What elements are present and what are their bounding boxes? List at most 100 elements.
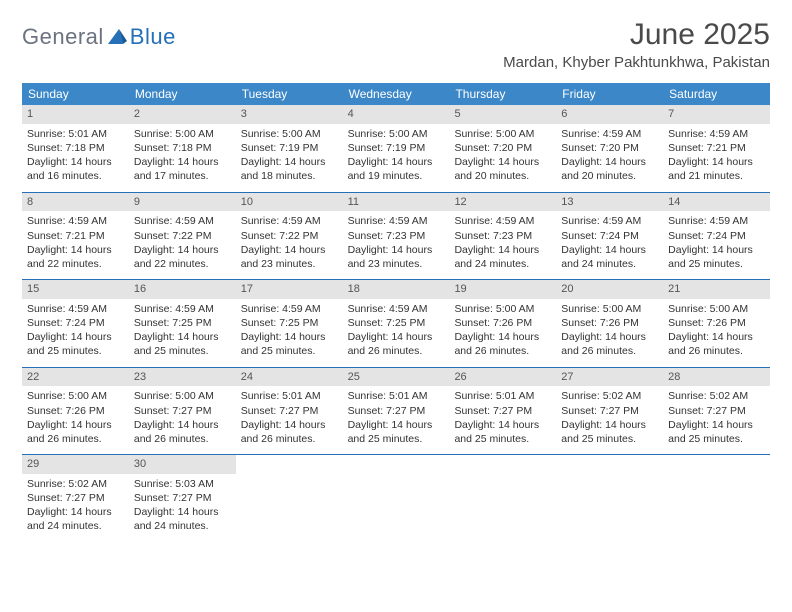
sunset-line: Sunset: 7:23 PM xyxy=(348,229,445,243)
day-body: Sunrise: 5:00 AMSunset: 7:27 PMDaylight:… xyxy=(129,386,236,454)
day-body: Sunrise: 4:59 AMSunset: 7:24 PMDaylight:… xyxy=(22,299,129,367)
day-cell: 19Sunrise: 5:00 AMSunset: 7:26 PMDayligh… xyxy=(449,280,556,367)
sunrise-line: Sunrise: 5:00 AM xyxy=(134,389,231,403)
title-block: June 2025 Mardan, Khyber Pakhtunkhwa, Pa… xyxy=(503,18,770,71)
day-cell: 13Sunrise: 4:59 AMSunset: 7:24 PMDayligh… xyxy=(556,193,663,280)
sunrise-line: Sunrise: 4:59 AM xyxy=(668,214,765,228)
day-cell: 15Sunrise: 4:59 AMSunset: 7:24 PMDayligh… xyxy=(22,280,129,367)
sunrise-line: Sunrise: 4:59 AM xyxy=(561,127,658,141)
day-body: Sunrise: 4:59 AMSunset: 7:23 PMDaylight:… xyxy=(343,211,450,279)
day-number: 18 xyxy=(343,280,450,299)
day-cell: 26Sunrise: 5:01 AMSunset: 7:27 PMDayligh… xyxy=(449,368,556,455)
sunset-line: Sunset: 7:18 PM xyxy=(27,141,124,155)
location-text: Mardan, Khyber Pakhtunkhwa, Pakistan xyxy=(503,54,770,71)
daylight-line: Daylight: 14 hours and 26 minutes. xyxy=(454,330,551,358)
week-row: 15Sunrise: 4:59 AMSunset: 7:24 PMDayligh… xyxy=(22,280,770,368)
day-body: Sunrise: 4:59 AMSunset: 7:22 PMDaylight:… xyxy=(129,211,236,279)
day-cell: 4Sunrise: 5:00 AMSunset: 7:19 PMDaylight… xyxy=(343,105,450,192)
day-cell: 24Sunrise: 5:01 AMSunset: 7:27 PMDayligh… xyxy=(236,368,343,455)
daylight-line: Daylight: 14 hours and 22 minutes. xyxy=(27,243,124,271)
sunrise-line: Sunrise: 5:01 AM xyxy=(348,389,445,403)
day-body: Sunrise: 4:59 AMSunset: 7:22 PMDaylight:… xyxy=(236,211,343,279)
day-number: 23 xyxy=(129,368,236,387)
day-number: 7 xyxy=(663,105,770,124)
day-number: 2 xyxy=(129,105,236,124)
day-body: Sunrise: 4:59 AMSunset: 7:21 PMDaylight:… xyxy=(22,211,129,279)
sunset-line: Sunset: 7:25 PM xyxy=(348,316,445,330)
day-cell: 2Sunrise: 5:00 AMSunset: 7:18 PMDaylight… xyxy=(129,105,236,192)
sunrise-line: Sunrise: 5:03 AM xyxy=(134,477,231,491)
day-number: 21 xyxy=(663,280,770,299)
sunset-line: Sunset: 7:23 PM xyxy=(454,229,551,243)
sunset-line: Sunset: 7:27 PM xyxy=(668,404,765,418)
day-number: 20 xyxy=(556,280,663,299)
day-body: Sunrise: 5:01 AMSunset: 7:27 PMDaylight:… xyxy=(449,386,556,454)
sunset-line: Sunset: 7:20 PM xyxy=(454,141,551,155)
sunrise-line: Sunrise: 4:59 AM xyxy=(241,214,338,228)
sunrise-line: Sunrise: 5:02 AM xyxy=(668,389,765,403)
day-body: Sunrise: 4:59 AMSunset: 7:25 PMDaylight:… xyxy=(129,299,236,367)
daylight-line: Daylight: 14 hours and 23 minutes. xyxy=(348,243,445,271)
sunrise-line: Sunrise: 4:59 AM xyxy=(134,214,231,228)
weekday-header: Monday xyxy=(129,83,236,105)
day-number: 16 xyxy=(129,280,236,299)
sunrise-line: Sunrise: 5:01 AM xyxy=(27,127,124,141)
day-cell: 16Sunrise: 4:59 AMSunset: 7:25 PMDayligh… xyxy=(129,280,236,367)
sunset-line: Sunset: 7:21 PM xyxy=(27,229,124,243)
sunrise-line: Sunrise: 5:00 AM xyxy=(454,302,551,316)
sunrise-line: Sunrise: 4:59 AM xyxy=(454,214,551,228)
day-number: 28 xyxy=(663,368,770,387)
day-body: Sunrise: 4:59 AMSunset: 7:24 PMDaylight:… xyxy=(663,211,770,279)
day-cell: 18 Sunrise: 4:59 AMSunset: 7:25 PMDayligh… xyxy=(343,280,450,367)
sunset-line: Sunset: 7:26 PM xyxy=(27,404,124,418)
day-number: 8 xyxy=(22,193,129,212)
sunrise-line: Sunrise: 5:00 AM xyxy=(27,389,124,403)
sunset-line: Sunset: 7:18 PM xyxy=(134,141,231,155)
day-body: Sunrise: 5:00 AMSunset: 7:19 PMDaylight:… xyxy=(343,124,450,192)
sunset-line: Sunset: 7:26 PM xyxy=(561,316,658,330)
day-body: Sunrise: 5:00 AMSunset: 7:26 PMDaylight:… xyxy=(556,299,663,367)
day-number: 13 xyxy=(556,193,663,212)
day-cell: 9Sunrise: 4:59 AMSunset: 7:22 PMDaylight… xyxy=(129,193,236,280)
day-cell: 5Sunrise: 5:00 AMSunset: 7:20 PMDaylight… xyxy=(449,105,556,192)
day-body: Sunrise: 4:59 AMSunset: 7:25 PMDaylight:… xyxy=(236,299,343,367)
empty-day-cell xyxy=(556,455,663,542)
daylight-line: Daylight: 14 hours and 20 minutes. xyxy=(454,155,551,183)
sunrise-line: Sunrise: 5:00 AM xyxy=(134,127,231,141)
daylight-line: Daylight: 14 hours and 19 minutes. xyxy=(348,155,445,183)
daylight-line: Daylight: 14 hours and 26 minutes. xyxy=(348,330,445,358)
sunset-line: Sunset: 7:20 PM xyxy=(561,141,658,155)
sunset-line: Sunset: 7:22 PM xyxy=(134,229,231,243)
day-number: 6 xyxy=(556,105,663,124)
sunrise-line: Sunrise: 5:01 AM xyxy=(241,389,338,403)
sunrise-line: Sunrise: 4:59 AM xyxy=(668,127,765,141)
daylight-line: Daylight: 14 hours and 26 minutes. xyxy=(668,330,765,358)
sunset-line: Sunset: 7:25 PM xyxy=(241,316,338,330)
daylight-line: Daylight: 14 hours and 18 minutes. xyxy=(241,155,338,183)
sunrise-line: Sunrise: 5:02 AM xyxy=(27,477,124,491)
sunrise-line: Sunrise: 4:59 AM xyxy=(348,302,445,316)
day-body: Sunrise: 5:00 AMSunset: 7:19 PMDaylight:… xyxy=(236,124,343,192)
sunset-line: Sunset: 7:27 PM xyxy=(134,404,231,418)
daylight-line: Daylight: 14 hours and 24 minutes. xyxy=(27,505,124,533)
sunrise-line: Sunrise: 5:00 AM xyxy=(348,127,445,141)
sunset-line: Sunset: 7:22 PM xyxy=(241,229,338,243)
daylight-line: Daylight: 14 hours and 25 minutes. xyxy=(134,330,231,358)
sunset-line: Sunset: 7:19 PM xyxy=(241,141,338,155)
day-body: Sunrise: 5:03 AMSunset: 7:27 PMDaylight:… xyxy=(129,474,236,542)
day-number: 27 xyxy=(556,368,663,387)
sunset-line: Sunset: 7:27 PM xyxy=(27,491,124,505)
weekday-header: Friday xyxy=(556,83,663,105)
logo-sail-icon xyxy=(108,27,128,50)
day-cell: 28Sunrise: 5:02 AMSunset: 7:27 PMDayligh… xyxy=(663,368,770,455)
logo-text-blue: Blue xyxy=(130,24,176,50)
sunrise-line: Sunrise: 5:02 AM xyxy=(561,389,658,403)
day-number: 25 xyxy=(343,368,450,387)
day-body: Sunrise: 5:00 AMSunset: 7:26 PMDaylight:… xyxy=(22,386,129,454)
day-cell: 29Sunrise: 5:02 AMSunset: 7:27 PMDayligh… xyxy=(22,455,129,542)
empty-day-cell xyxy=(343,455,450,542)
day-body: Sunrise: 4:59 AMSunset: 7:24 PMDaylight:… xyxy=(556,211,663,279)
week-row: 8Sunrise: 4:59 AMSunset: 7:21 PMDaylight… xyxy=(22,193,770,281)
day-body: Sunrise: 5:01 AMSunset: 7:27 PMDaylight:… xyxy=(343,386,450,454)
daylight-line: Daylight: 14 hours and 24 minutes. xyxy=(561,243,658,271)
